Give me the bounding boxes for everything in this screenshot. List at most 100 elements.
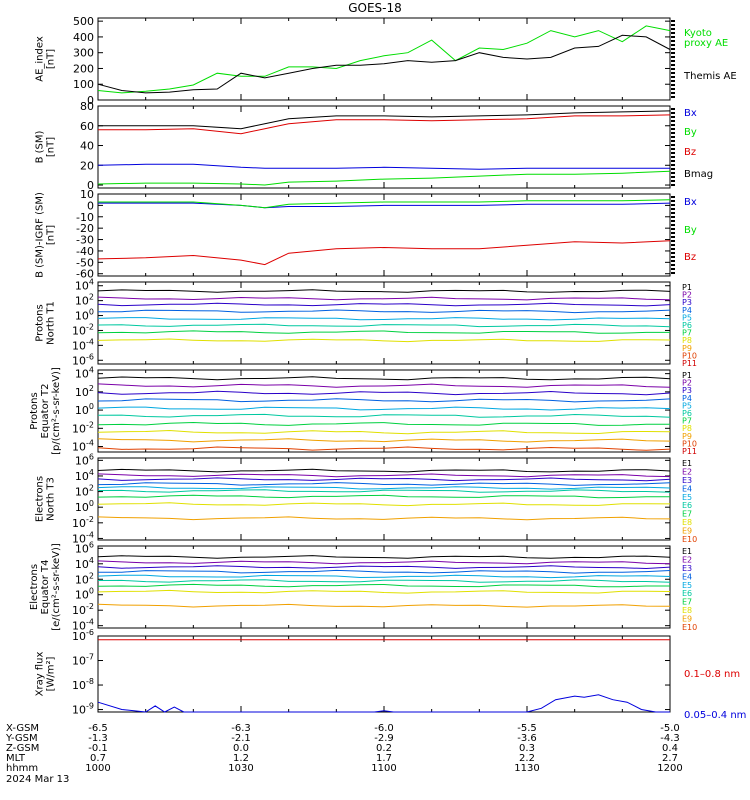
gap-bar bbox=[671, 232, 675, 234]
gap-bar bbox=[671, 60, 675, 62]
gap-bar bbox=[671, 92, 675, 94]
y-axis-label: Protons bbox=[29, 392, 40, 429]
y-axis-label: Equator T4 bbox=[40, 560, 51, 615]
gap-bar bbox=[671, 36, 675, 38]
y-axis-label: Protons bbox=[35, 304, 46, 341]
gap-bar bbox=[671, 240, 675, 242]
channel-label: P2 bbox=[682, 379, 692, 388]
flux-line-3 bbox=[97, 482, 671, 486]
tick-label: 0 bbox=[87, 179, 94, 192]
tick-label: 10 bbox=[80, 188, 94, 201]
gap-bar bbox=[671, 148, 675, 150]
flux-line-7 bbox=[97, 589, 671, 594]
gap-bar bbox=[671, 120, 675, 122]
series-line-1 bbox=[98, 199, 671, 209]
tick-label: 40 bbox=[80, 140, 94, 153]
tick-label: -50 bbox=[76, 256, 94, 269]
gap-bar bbox=[671, 248, 675, 250]
flux-line-0 bbox=[97, 289, 671, 293]
flux-line-7 bbox=[97, 502, 671, 507]
gap-bar bbox=[671, 116, 675, 118]
x-axis-value: 1000 bbox=[85, 763, 110, 774]
tick-label: 60 bbox=[80, 120, 94, 133]
x-axis-value: -6.3 bbox=[231, 723, 251, 734]
gap-bar bbox=[671, 224, 675, 226]
channel-label: E2 bbox=[682, 555, 692, 564]
channel-label: E7 bbox=[682, 510, 692, 519]
legend-label: By bbox=[684, 127, 697, 138]
gap-bar bbox=[671, 112, 675, 114]
flux-line-1 bbox=[97, 296, 671, 301]
x-axis-value: 1.2 bbox=[233, 753, 249, 764]
legend-label: proxy AE bbox=[684, 38, 728, 49]
channel-label: P5 bbox=[682, 313, 692, 322]
flux-line-5 bbox=[97, 489, 671, 493]
x-axis-value: -2.9 bbox=[374, 733, 394, 744]
flux-line-7 bbox=[97, 429, 671, 435]
flux-line-4 bbox=[97, 317, 671, 321]
channel-label: P8 bbox=[682, 336, 692, 345]
tick-label: 106 bbox=[75, 540, 94, 555]
channel-label: P4 bbox=[682, 306, 692, 315]
legend-label: Themis AE bbox=[683, 71, 737, 82]
gap-bar bbox=[671, 216, 675, 218]
channel-label: P7 bbox=[682, 329, 692, 338]
gap-bar bbox=[671, 96, 675, 98]
channel-label: P11 bbox=[682, 359, 697, 368]
flux-line-6 bbox=[97, 494, 670, 499]
panel-frame bbox=[97, 635, 671, 713]
gap-bar bbox=[671, 220, 675, 222]
series-line-2 bbox=[97, 240, 671, 266]
x-axis-value: 1200 bbox=[657, 763, 682, 774]
legend-label: 0.1–0.8 nm bbox=[684, 669, 740, 680]
gap-bar bbox=[671, 200, 675, 202]
flux-line-5 bbox=[97, 579, 671, 583]
flux-line-0 bbox=[97, 376, 671, 381]
tick-label: 100 bbox=[75, 587, 94, 602]
tick-label: 10-7 bbox=[72, 653, 94, 668]
y-axis-label: Equator T2 bbox=[40, 384, 51, 439]
gap-bar bbox=[671, 208, 675, 210]
legend-label: Bz bbox=[684, 252, 696, 263]
flux-line-5 bbox=[97, 323, 671, 328]
panel-frame bbox=[97, 369, 671, 453]
x-axis-value: -6.5 bbox=[88, 723, 108, 734]
flux-line-6 bbox=[97, 583, 670, 588]
channel-label: E8 bbox=[682, 518, 692, 527]
flux-line-5 bbox=[97, 413, 671, 418]
x-axis-row-label: MLT bbox=[6, 753, 26, 764]
tick-label: -10 bbox=[76, 211, 94, 224]
tick-label: -30 bbox=[76, 234, 94, 247]
y-axis-label: AE_index bbox=[35, 36, 46, 82]
flux-line-2 bbox=[97, 302, 671, 307]
tick-label: 10-2 bbox=[72, 420, 94, 435]
tick-label: 20 bbox=[80, 159, 94, 172]
gap-bar bbox=[671, 204, 675, 206]
series-line-2 bbox=[98, 114, 671, 135]
legend-label: Bx bbox=[684, 108, 697, 119]
gap-bar bbox=[671, 136, 675, 138]
tick-label: 10-2 bbox=[72, 322, 94, 337]
gap-bar bbox=[671, 32, 675, 34]
y-axis-label: [e/(cm²-s-sr-keV)] bbox=[51, 543, 62, 631]
gap-bar bbox=[671, 268, 675, 270]
gap-bar bbox=[671, 40, 675, 42]
channel-label: E7 bbox=[682, 598, 692, 607]
gap-bar bbox=[671, 168, 675, 170]
tick-label: 102 bbox=[75, 484, 94, 499]
tick-label: 100 bbox=[75, 402, 94, 417]
flux-line-7 bbox=[97, 338, 671, 343]
channel-label: E9 bbox=[682, 527, 692, 536]
tick-label: 10-2 bbox=[72, 515, 94, 530]
channel-label: E4 bbox=[682, 484, 692, 493]
flux-line-0 bbox=[97, 468, 671, 473]
x-axis-value: 1030 bbox=[228, 763, 253, 774]
gap-bar bbox=[671, 24, 675, 26]
tick-label: 10-2 bbox=[72, 602, 94, 617]
x-axis-row-label: hhmm bbox=[6, 763, 38, 774]
tick-label: 102 bbox=[75, 571, 94, 586]
flux-line-2 bbox=[97, 477, 671, 482]
tick-label: 104 bbox=[75, 468, 94, 483]
x-axis-value: -6.0 bbox=[374, 723, 394, 734]
